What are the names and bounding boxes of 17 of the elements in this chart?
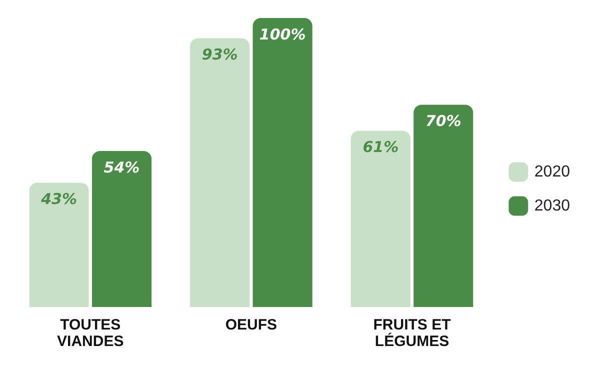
data-label: 61% (362, 138, 399, 156)
data-label: 70% (425, 112, 462, 130)
bar (414, 104, 474, 307)
data-label: 43% (40, 190, 77, 208)
x-tick-label: FRUITS ET LÉGUMES (373, 316, 451, 350)
x-tick-label: TOUTES VIANDES (57, 316, 124, 350)
data-label: 100% (259, 25, 306, 44)
data-label: 54% (104, 158, 140, 176)
bar (350, 130, 410, 307)
bar (29, 182, 89, 307)
bar (190, 38, 250, 307)
bar (92, 150, 152, 307)
legend-label: 2030 (534, 197, 570, 214)
data-label: 93% (202, 46, 238, 64)
x-tick-label: OEUFS (225, 316, 278, 334)
legend-label: 2020 (534, 163, 570, 180)
bar (252, 18, 312, 307)
